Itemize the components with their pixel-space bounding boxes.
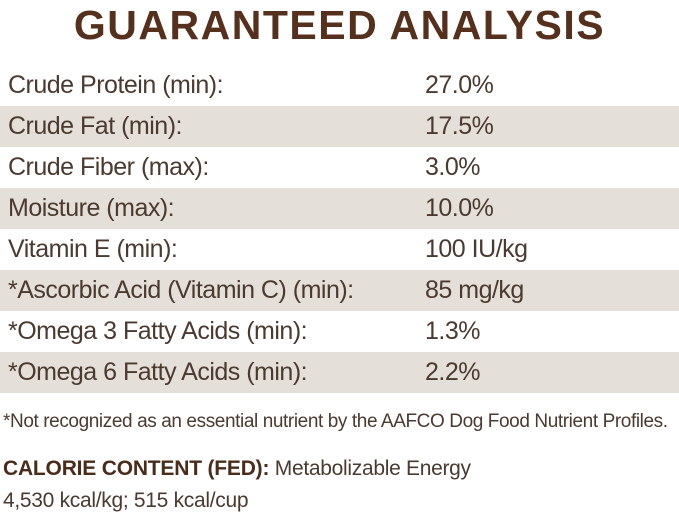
- table-row: *Omega 6 Fatty Acids (min): 2.2%: [0, 352, 679, 394]
- calorie-content-values: 4,530 kcal/kg; 515 kcal/cup: [3, 489, 249, 513]
- table-row: Crude Fat (min): 17.5%: [0, 106, 679, 148]
- guaranteed-analysis-table: Crude Protein (min): 27.0% Crude Fat (mi…: [0, 65, 679, 394]
- nutrient-label: Crude Fiber (max):: [8, 153, 209, 182]
- nutrient-label: *Omega 6 Fatty Acids (min):: [8, 358, 308, 387]
- nutrient-value: 1.3%: [425, 317, 480, 346]
- table-row: *Omega 3 Fatty Acids (min): 1.3%: [0, 311, 679, 352]
- table-row: Crude Fiber (max): 3.0%: [0, 147, 679, 188]
- nutrient-value: 27.0%: [425, 71, 494, 100]
- calorie-content-heading-line: CALORIE CONTENT (FED): Metabolizable Ene…: [3, 457, 679, 481]
- nutrient-label: *Omega 3 Fatty Acids (min):: [8, 317, 308, 346]
- nutrient-value: 17.5%: [425, 112, 494, 141]
- calorie-content-section: CALORIE CONTENT (FED): Metabolizable Ene…: [0, 457, 679, 513]
- nutrient-label: *Ascorbic Acid (Vitamin C) (min):: [8, 276, 354, 305]
- nutrient-label: Vitamin E (min):: [8, 235, 178, 264]
- nutrient-value: 85 mg/kg: [425, 276, 524, 305]
- nutrient-label: Crude Protein (min):: [8, 71, 224, 100]
- page-title: GUARANTEED ANALYSIS: [73, 2, 606, 48]
- table-row: Crude Protein (min): 27.0%: [0, 65, 679, 106]
- nutrient-value: 2.2%: [425, 358, 480, 387]
- calorie-content-description: Metabolizable Energy: [274, 457, 471, 481]
- table-row: Moisture (max): 10.0%: [0, 188, 679, 230]
- nutrient-label: Crude Fat (min):: [8, 112, 182, 141]
- table-row: *Ascorbic Acid (Vitamin C) (min): 85 mg/…: [0, 270, 679, 312]
- nutrient-value: 100 IU/kg: [425, 235, 528, 264]
- calorie-content-label: CALORIE CONTENT (FED):: [3, 457, 270, 481]
- nutrient-value: 10.0%: [425, 194, 494, 223]
- nutrient-value: 3.0%: [425, 153, 480, 182]
- aafco-footnote: *Not recognized as an essential nutrient…: [3, 411, 668, 433]
- nutrient-label: Moisture (max):: [8, 194, 175, 223]
- table-row: Vitamin E (min): 100 IU/kg: [0, 229, 679, 270]
